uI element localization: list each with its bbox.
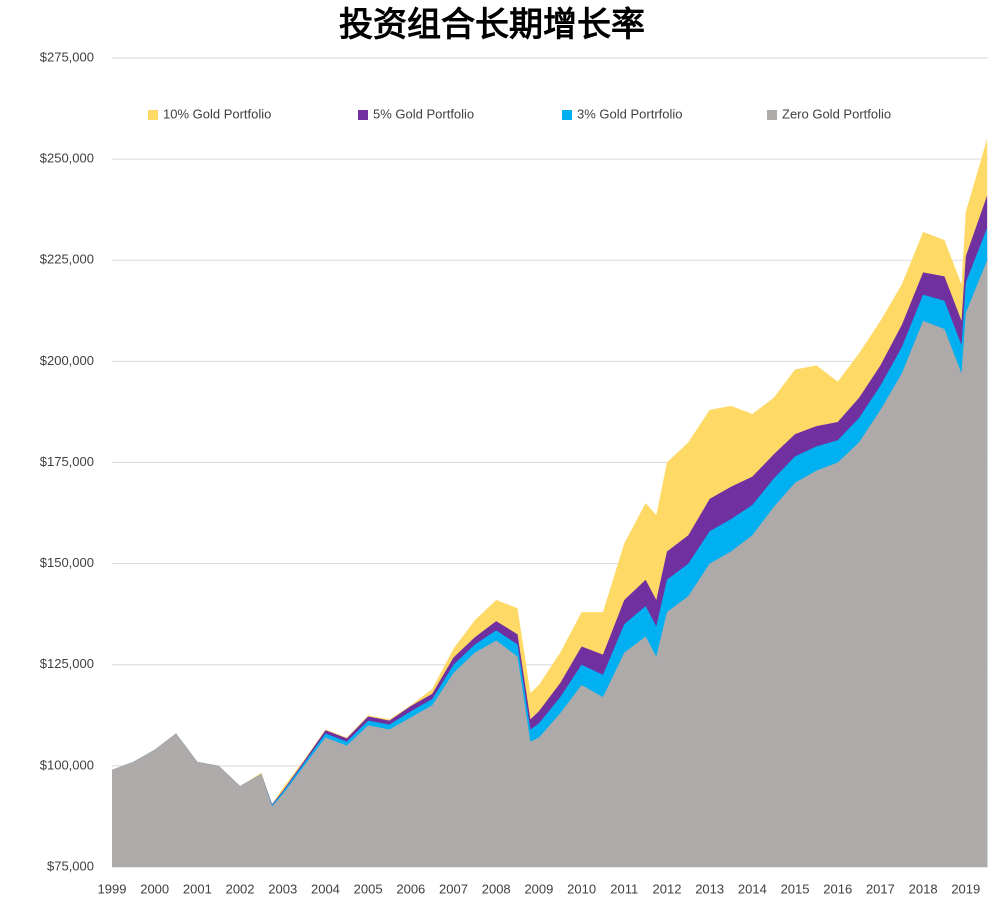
- x-tick-label: 2010: [567, 881, 596, 896]
- x-tick-label: 2006: [396, 881, 425, 896]
- y-tick-label: $175,000: [40, 454, 94, 469]
- x-tick-label: 2000: [140, 881, 169, 896]
- x-tick-label: 2017: [866, 881, 895, 896]
- y-tick-label: $250,000: [40, 151, 94, 166]
- x-tick-label: 2003: [268, 881, 297, 896]
- y-tick-label: $225,000: [40, 252, 94, 267]
- x-tick-label: 2016: [823, 881, 852, 896]
- chart-title: 投资组合长期增长率: [339, 6, 645, 44]
- x-tick-label: 2012: [653, 881, 682, 896]
- x-tick-label: 2004: [311, 881, 340, 896]
- y-tick-label: $150,000: [40, 555, 94, 570]
- x-tick-label: 2005: [354, 881, 383, 896]
- y-tick-label: $275,000: [40, 49, 94, 64]
- x-tick-label: 2008: [482, 881, 511, 896]
- x-tick-label: 2011: [610, 881, 638, 896]
- x-tick-label: 2001: [183, 881, 212, 896]
- legend-label: 3% Gold Portrfolio: [577, 106, 683, 121]
- x-tick-label: 2007: [439, 881, 468, 896]
- legend-label: Zero Gold Portfolio: [782, 106, 891, 121]
- x-tick-label: 2013: [695, 881, 724, 896]
- x-tick-label: 2002: [226, 881, 255, 896]
- legend-label: 10% Gold Portfolio: [163, 106, 271, 121]
- y-tick-label: $200,000: [40, 353, 94, 368]
- x-tick-label: 2014: [738, 881, 767, 896]
- y-tick-label: $100,000: [40, 757, 94, 772]
- x-tick-label: 2009: [524, 881, 553, 896]
- legend-swatch: [148, 110, 158, 120]
- x-tick-label: 2018: [909, 881, 938, 896]
- x-tick-label: 2015: [781, 881, 810, 896]
- x-tick-label: 2019: [951, 881, 980, 896]
- legend-swatch: [358, 110, 368, 120]
- area: [112, 260, 988, 867]
- y-tick-label: $125,000: [40, 656, 94, 671]
- x-tick-label: 1999: [98, 881, 127, 896]
- legend-swatch: [562, 110, 572, 120]
- y-tick-label: $75,000: [47, 858, 94, 873]
- legend-label: 5% Gold Portfolio: [373, 106, 474, 121]
- legend-swatch: [767, 110, 777, 120]
